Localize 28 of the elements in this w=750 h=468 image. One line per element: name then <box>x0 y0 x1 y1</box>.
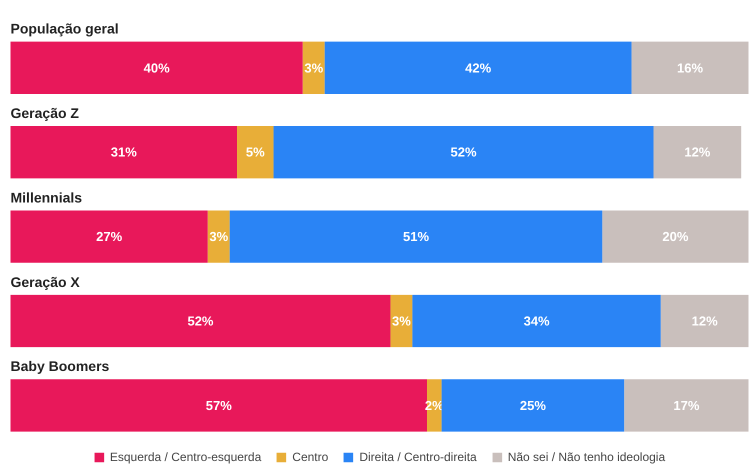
data-label: 17% <box>673 398 700 413</box>
legend-label: Não sei / Não tenho ideologia <box>508 450 666 464</box>
data-label: 5% <box>246 144 266 160</box>
y-tick-label: População geral <box>10 20 119 37</box>
legend-label: Centro <box>292 450 328 464</box>
data-label: 51% <box>403 229 430 244</box>
data-label: 52% <box>450 144 477 160</box>
data-label: 34% <box>524 314 550 329</box>
y-tick-label: Baby Boomers <box>10 358 110 374</box>
data-label: 42% <box>465 60 492 76</box>
data-label: 52% <box>187 314 214 329</box>
data-label: 16% <box>677 60 704 76</box>
data-label: 25% <box>520 398 546 413</box>
data-label: 3% <box>392 314 412 329</box>
data-label: 3% <box>209 229 229 244</box>
data-label: 27% <box>96 229 123 244</box>
data-label: 40% <box>144 60 170 76</box>
y-tick-label: Millennials <box>10 189 82 206</box>
data-label: 20% <box>662 229 689 244</box>
data-label: 12% <box>692 314 718 329</box>
y-tick-label: Geração Z <box>10 104 80 121</box>
data-label: 12% <box>684 144 711 160</box>
data-label: 3% <box>304 60 324 76</box>
y-tick-label: Geração X <box>10 274 80 290</box>
data-label: 57% <box>206 398 232 413</box>
legend-label: Direita / Centro-direita <box>359 450 477 464</box>
legend-label: Esquerda / Centro-esquerda <box>110 450 262 464</box>
data-label: 31% <box>110 144 138 160</box>
